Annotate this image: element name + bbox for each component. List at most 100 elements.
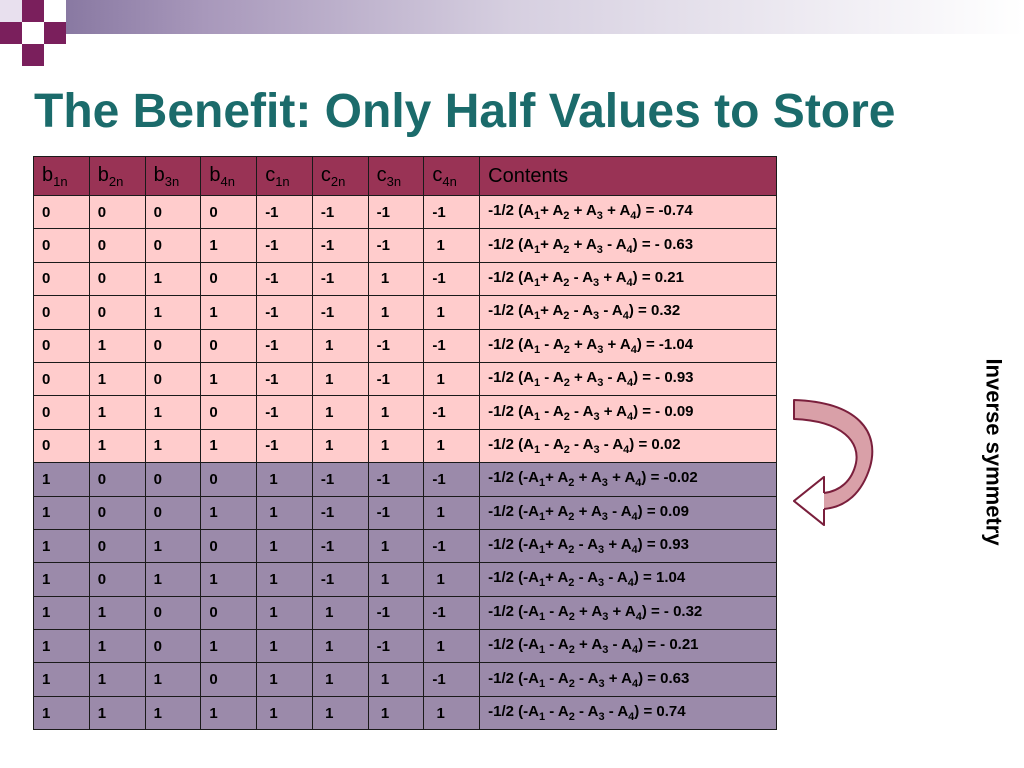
table-cell: 0: [33, 361, 90, 397]
table-cell: 1: [423, 562, 481, 597]
table-header-row: b1n b2n b3n b4n c1n c2n c3n c4n Contents: [33, 156, 777, 196]
table-cell: 1: [423, 695, 481, 731]
table-cell: 1: [144, 562, 202, 597]
table-cell: 1: [144, 528, 202, 564]
coefficient-table: b1n b2n b3n b4n c1n c2n c3n c4n Contents 0 0 0 0 -1-…: [33, 156, 777, 731]
table-cell: 0: [33, 395, 90, 430]
table-cell: 0: [33, 428, 90, 464]
table-cell: 1: [256, 495, 313, 530]
table-cell: 0: [200, 662, 258, 697]
table-cell: 0: [88, 295, 146, 330]
table-cell: -1: [311, 261, 369, 297]
table-cell: 1: [423, 228, 481, 263]
contents-cell: -1/2 (A1+ A2 + A3 - A4) = - 0.63: [479, 228, 777, 263]
table-cell: -1: [311, 295, 369, 330]
table-cell: 0: [200, 328, 258, 363]
table-cell: 0: [200, 395, 258, 430]
table-cell: 0: [144, 629, 202, 664]
table-row: 0 0 0 1 -1 -1 -1 1 -1/2 (A1+ A2 + A3 - A4) = - …: [33, 228, 777, 263]
table-cell: 1: [33, 695, 90, 731]
contents-cell: -1/2 (A1 - A2 - A3 + A4) = - 0.09: [479, 395, 777, 430]
table-row: 0 0 0 0 -1 -1 -1 -1 -1/2 (A1+ A2 + A3 + A4) = -0…: [33, 194, 777, 230]
table-cell: 1: [200, 428, 258, 464]
table-cell: 1: [367, 428, 425, 464]
table-row: 0 1 0 1 -1 1 -1 1 -1/2 (A1 - A2 + A3 - A4) = -…: [33, 361, 777, 397]
contents-cell: -1/2 (A1 - A2 - A3 - A4) = 0.02: [479, 428, 777, 464]
table-cell: 1: [311, 395, 369, 430]
table-cell: 1: [144, 261, 202, 297]
inverse-symmetry-label: Inverse symmetry: [981, 358, 1007, 546]
table-cell: -1: [423, 528, 481, 564]
table-cell: 1: [367, 695, 425, 731]
column-header-c1n: c1n: [256, 156, 313, 196]
contents-cell: -1/2 (A1 - A2 + A3 - A4) = - 0.93: [479, 361, 777, 397]
table-cell: 1: [311, 662, 369, 697]
table-cell: 0: [88, 194, 146, 230]
table-cell: 1: [33, 629, 90, 664]
table-body: 0 0 0 0 -1 -1 -1 -1 -1/2 (A1+ A2 + A3 + A4) = -0…: [33, 194, 777, 731]
table-cell: 1: [33, 462, 90, 497]
table-cell: -1: [423, 395, 481, 430]
table-cell: 1: [256, 629, 313, 664]
table-cell: 1: [144, 695, 202, 731]
table-cell: 1: [367, 295, 425, 330]
table-cell: 0: [200, 528, 258, 564]
column-header-b1n: b1n: [33, 156, 90, 196]
table-cell: 1: [88, 361, 146, 397]
table-cell: 1: [256, 462, 313, 497]
table-cell: 1: [423, 428, 481, 464]
table-cell: 1: [423, 361, 481, 397]
table-cell: -1: [423, 595, 481, 631]
table-cell: 1: [88, 428, 146, 464]
contents-cell: -1/2 (-A1 - A2 - A3 - A4) = 0.74: [479, 695, 777, 731]
table-cell: 1: [423, 295, 481, 330]
table-cell: 1: [88, 662, 146, 697]
table-cell: 1: [256, 528, 313, 564]
table-cell: -1: [423, 462, 481, 497]
table-cell: -1: [367, 328, 425, 363]
table-cell: 1: [88, 395, 146, 430]
table-cell: 1: [311, 595, 369, 631]
table-cell: -1: [256, 328, 313, 363]
contents-cell: -1/2 (-A1+ A2 - A3 - A4) = 1.04: [479, 562, 777, 597]
table-row: 0 0 1 0 -1 -1 1 -1 -1/2 (A1+ A2 - A3 + A4) = 0.…: [33, 261, 777, 297]
table-cell: 0: [88, 495, 146, 530]
table-cell: 1: [33, 495, 90, 530]
table-cell: -1: [367, 595, 425, 631]
table-cell: -1: [256, 361, 313, 397]
table-cell: 0: [144, 228, 202, 263]
table-cell: -1: [367, 361, 425, 397]
column-header-c2n: c2n: [311, 156, 369, 196]
table-cell: 0: [200, 194, 258, 230]
table-cell: 1: [311, 629, 369, 664]
table-cell: 1: [88, 629, 146, 664]
table-cell: -1: [423, 328, 481, 363]
table-cell: 1: [33, 662, 90, 697]
column-header-c4n: c4n: [423, 156, 481, 196]
table-cell: 1: [200, 361, 258, 397]
contents-cell: -1/2 (-A1 - A2 + A3 - A4) = - 0.21: [479, 629, 777, 664]
table-cell: 0: [144, 495, 202, 530]
table-cell: 1: [311, 428, 369, 464]
table-cell: 0: [200, 462, 258, 497]
table-cell: 1: [256, 695, 313, 731]
table-cell: 1: [200, 228, 258, 263]
table-cell: 0: [144, 462, 202, 497]
table-cell: -1: [367, 495, 425, 530]
table-cell: 1: [200, 295, 258, 330]
table-cell: 0: [88, 462, 146, 497]
table-cell: 1: [311, 328, 369, 363]
table-cell: 0: [144, 595, 202, 631]
table-cell: 1: [33, 595, 90, 631]
table-cell: -1: [311, 562, 369, 597]
table-cell: 1: [256, 562, 313, 597]
table-row: 0 1 1 1 -1 1 1 1 -1/2 (A1 - A2 - A3 - A4) = 0…: [33, 428, 777, 464]
table-cell: -1: [256, 194, 313, 230]
table-cell: -1: [423, 194, 481, 230]
table-cell: -1: [311, 495, 369, 530]
